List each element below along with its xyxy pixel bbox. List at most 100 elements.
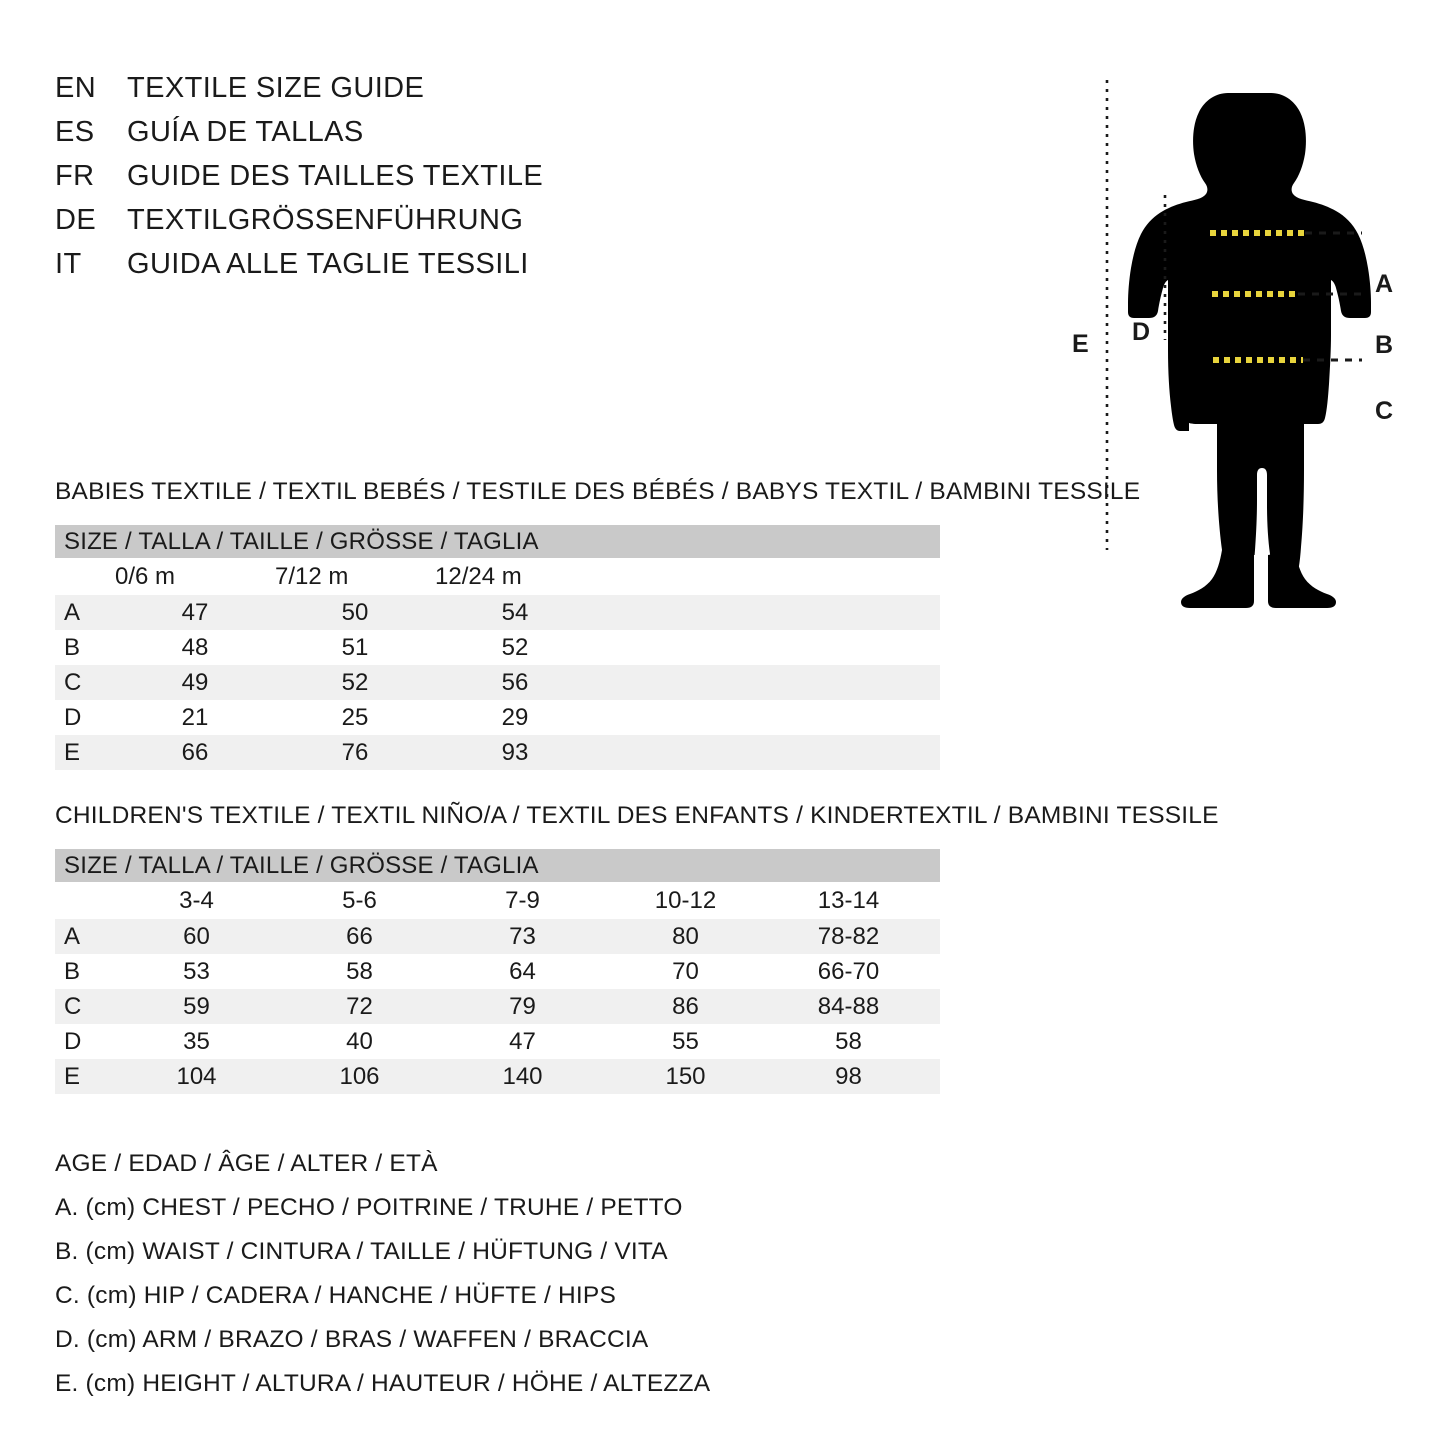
babies-size-table: SIZE / TALLA / TAILLE / GRÖSSE / TAGLIA … <box>55 525 940 770</box>
children-column-header: 7-9 <box>505 886 540 914</box>
table-cell: 47 <box>509 1027 536 1055</box>
legend-row-waist: B. (cm) WAIST / CINTURA / TAILLE / HÜFTU… <box>55 1238 668 1265</box>
children-size-band: SIZE / TALLA / TAILLE / GRÖSSE / TAGLIA <box>55 849 940 882</box>
row-label: E <box>64 1062 81 1090</box>
table-row: C 49 52 56 <box>55 665 940 700</box>
babies-column-header: 12/24 m <box>435 562 522 590</box>
language-title-block: EN TEXTILE SIZE GUIDE ES GUÍA DE TALLAS … <box>55 72 675 292</box>
language-row: IT GUIDA ALLE TAGLIE TESSILI <box>55 248 675 292</box>
child-silhouette-icon <box>1128 93 1371 608</box>
table-cell: 51 <box>341 633 369 661</box>
table-cell: 54 <box>501 598 529 626</box>
row-label: C <box>64 992 82 1020</box>
table-cell: 58 <box>346 957 373 985</box>
row-label: A <box>64 922 81 950</box>
table-cell: 104 <box>176 1062 217 1090</box>
figure-label-c: C <box>1375 397 1394 425</box>
legend-row-hip: C. (cm) HIP / CADERA / HANCHE / HÜFTE / … <box>55 1282 617 1309</box>
babies-column-header: 7/12 m <box>275 562 349 590</box>
table-cell: 150 <box>665 1062 706 1090</box>
babies-column-header-row: 0/6 m 7/12 m 12/24 m <box>55 558 940 595</box>
language-title: GUIDA ALLE TAGLIE TESSILI <box>127 248 529 280</box>
table-cell: 66 <box>181 738 209 766</box>
table-row: A 60 66 73 80 78-82 <box>55 919 940 954</box>
babies-column-header: 0/6 m <box>115 562 176 590</box>
row-label: C <box>64 668 82 696</box>
children-size-table: SIZE / TALLA / TAILLE / GRÖSSE / TAGLIA … <box>55 849 940 1094</box>
table-row: B 53 58 64 70 66-70 <box>55 954 940 989</box>
language-code: EN <box>55 72 97 104</box>
table-cell: 79 <box>509 992 536 1020</box>
table-cell: 50 <box>341 598 369 626</box>
measurement-legend: AGE / EDAD / ÂGE / ALTER / ETÀ A. (cm) C… <box>55 1142 855 1406</box>
table-cell: 78-82 <box>817 922 880 950</box>
table-cell: 64 <box>509 957 536 985</box>
language-title: GUIDE DES TAILLES TEXTILE <box>127 160 544 192</box>
children-column-header: 10-12 <box>654 886 717 914</box>
language-row: DE TEXTILGRÖSSENFÜHRUNG <box>55 204 675 248</box>
table-cell: 66 <box>346 922 373 950</box>
language-title: TEXTILE SIZE GUIDE <box>127 72 425 104</box>
babies-size-band-label: SIZE / TALLA / TAILLE / GRÖSSE / TAGLIA <box>64 527 539 555</box>
silhouette-svg <box>1105 80 1371 608</box>
table-cell: 47 <box>181 598 209 626</box>
language-code: ES <box>55 116 95 148</box>
table-cell: 25 <box>341 703 369 731</box>
table-cell: 76 <box>341 738 369 766</box>
row-label: B <box>64 633 81 661</box>
language-code: DE <box>55 204 97 236</box>
table-cell: 72 <box>346 992 373 1020</box>
table-cell: 93 <box>501 738 529 766</box>
language-code: IT <box>55 248 82 280</box>
children-column-header: 3-4 <box>179 886 214 914</box>
table-cell: 52 <box>341 668 369 696</box>
table-row: E 104 106 140 150 98 <box>55 1059 940 1094</box>
figure-label-b: B <box>1375 331 1394 359</box>
table-cell: 84-88 <box>817 992 880 1020</box>
table-cell: 80 <box>672 922 699 950</box>
table-row: A 47 50 54 <box>55 595 940 630</box>
babies-size-band: SIZE / TALLA / TAILLE / GRÖSSE / TAGLIA <box>55 525 940 558</box>
children-column-header-row: 3-4 5-6 7-9 10-12 13-14 <box>55 882 940 919</box>
table-cell: 59 <box>183 992 210 1020</box>
figure-label-a: A <box>1375 270 1394 298</box>
child-silhouette-diagram: A B C D E <box>1050 50 1445 610</box>
legend-row-height: E. (cm) HEIGHT / ALTURA / HAUTEUR / HÖHE… <box>55 1370 711 1397</box>
language-row: FR GUIDE DES TAILLES TEXTILE <box>55 160 675 204</box>
table-row: D 21 25 29 <box>55 700 940 735</box>
table-cell: 86 <box>672 992 699 1020</box>
language-title: TEXTILGRÖSSENFÜHRUNG <box>127 204 524 236</box>
table-cell: 60 <box>183 922 210 950</box>
language-row: EN TEXTILE SIZE GUIDE <box>55 72 675 116</box>
table-cell: 98 <box>835 1062 862 1090</box>
table-cell: 53 <box>183 957 210 985</box>
table-cell: 73 <box>509 922 536 950</box>
table-row: C 59 72 79 86 84-88 <box>55 989 940 1024</box>
table-cell: 70 <box>672 957 699 985</box>
table-cell: 48 <box>181 633 209 661</box>
row-label: A <box>64 598 81 626</box>
babies-section-title: BABIES TEXTILE / TEXTIL BEBÉS / TESTILE … <box>55 478 1141 505</box>
table-cell: 21 <box>181 703 209 731</box>
table-cell: 49 <box>181 668 209 696</box>
language-row: ES GUÍA DE TALLAS <box>55 116 675 160</box>
table-cell: 35 <box>183 1027 210 1055</box>
language-code: FR <box>55 160 95 192</box>
table-cell: 56 <box>501 668 529 696</box>
table-cell: 52 <box>501 633 529 661</box>
language-title: GUÍA DE TALLAS <box>127 116 364 148</box>
row-label: D <box>64 703 82 731</box>
table-row: B 48 51 52 <box>55 630 940 665</box>
children-column-header: 13-14 <box>817 886 880 914</box>
table-cell: 66-70 <box>817 957 880 985</box>
table-row: E 66 76 93 <box>55 735 940 770</box>
figure-label-d: D <box>1132 318 1151 346</box>
legend-row-age: AGE / EDAD / ÂGE / ALTER / ETÀ <box>55 1150 438 1177</box>
table-cell: 106 <box>339 1062 380 1090</box>
table-cell: 29 <box>501 703 529 731</box>
legend-row-arm: D. (cm) ARM / BRAZO / BRAS / WAFFEN / BR… <box>55 1326 649 1353</box>
table-cell: 58 <box>835 1027 862 1055</box>
children-column-header: 5-6 <box>342 886 377 914</box>
children-textile-section: CHILDREN'S TEXTILE / TEXTIL NIÑO/A / TEX… <box>55 802 1218 1094</box>
